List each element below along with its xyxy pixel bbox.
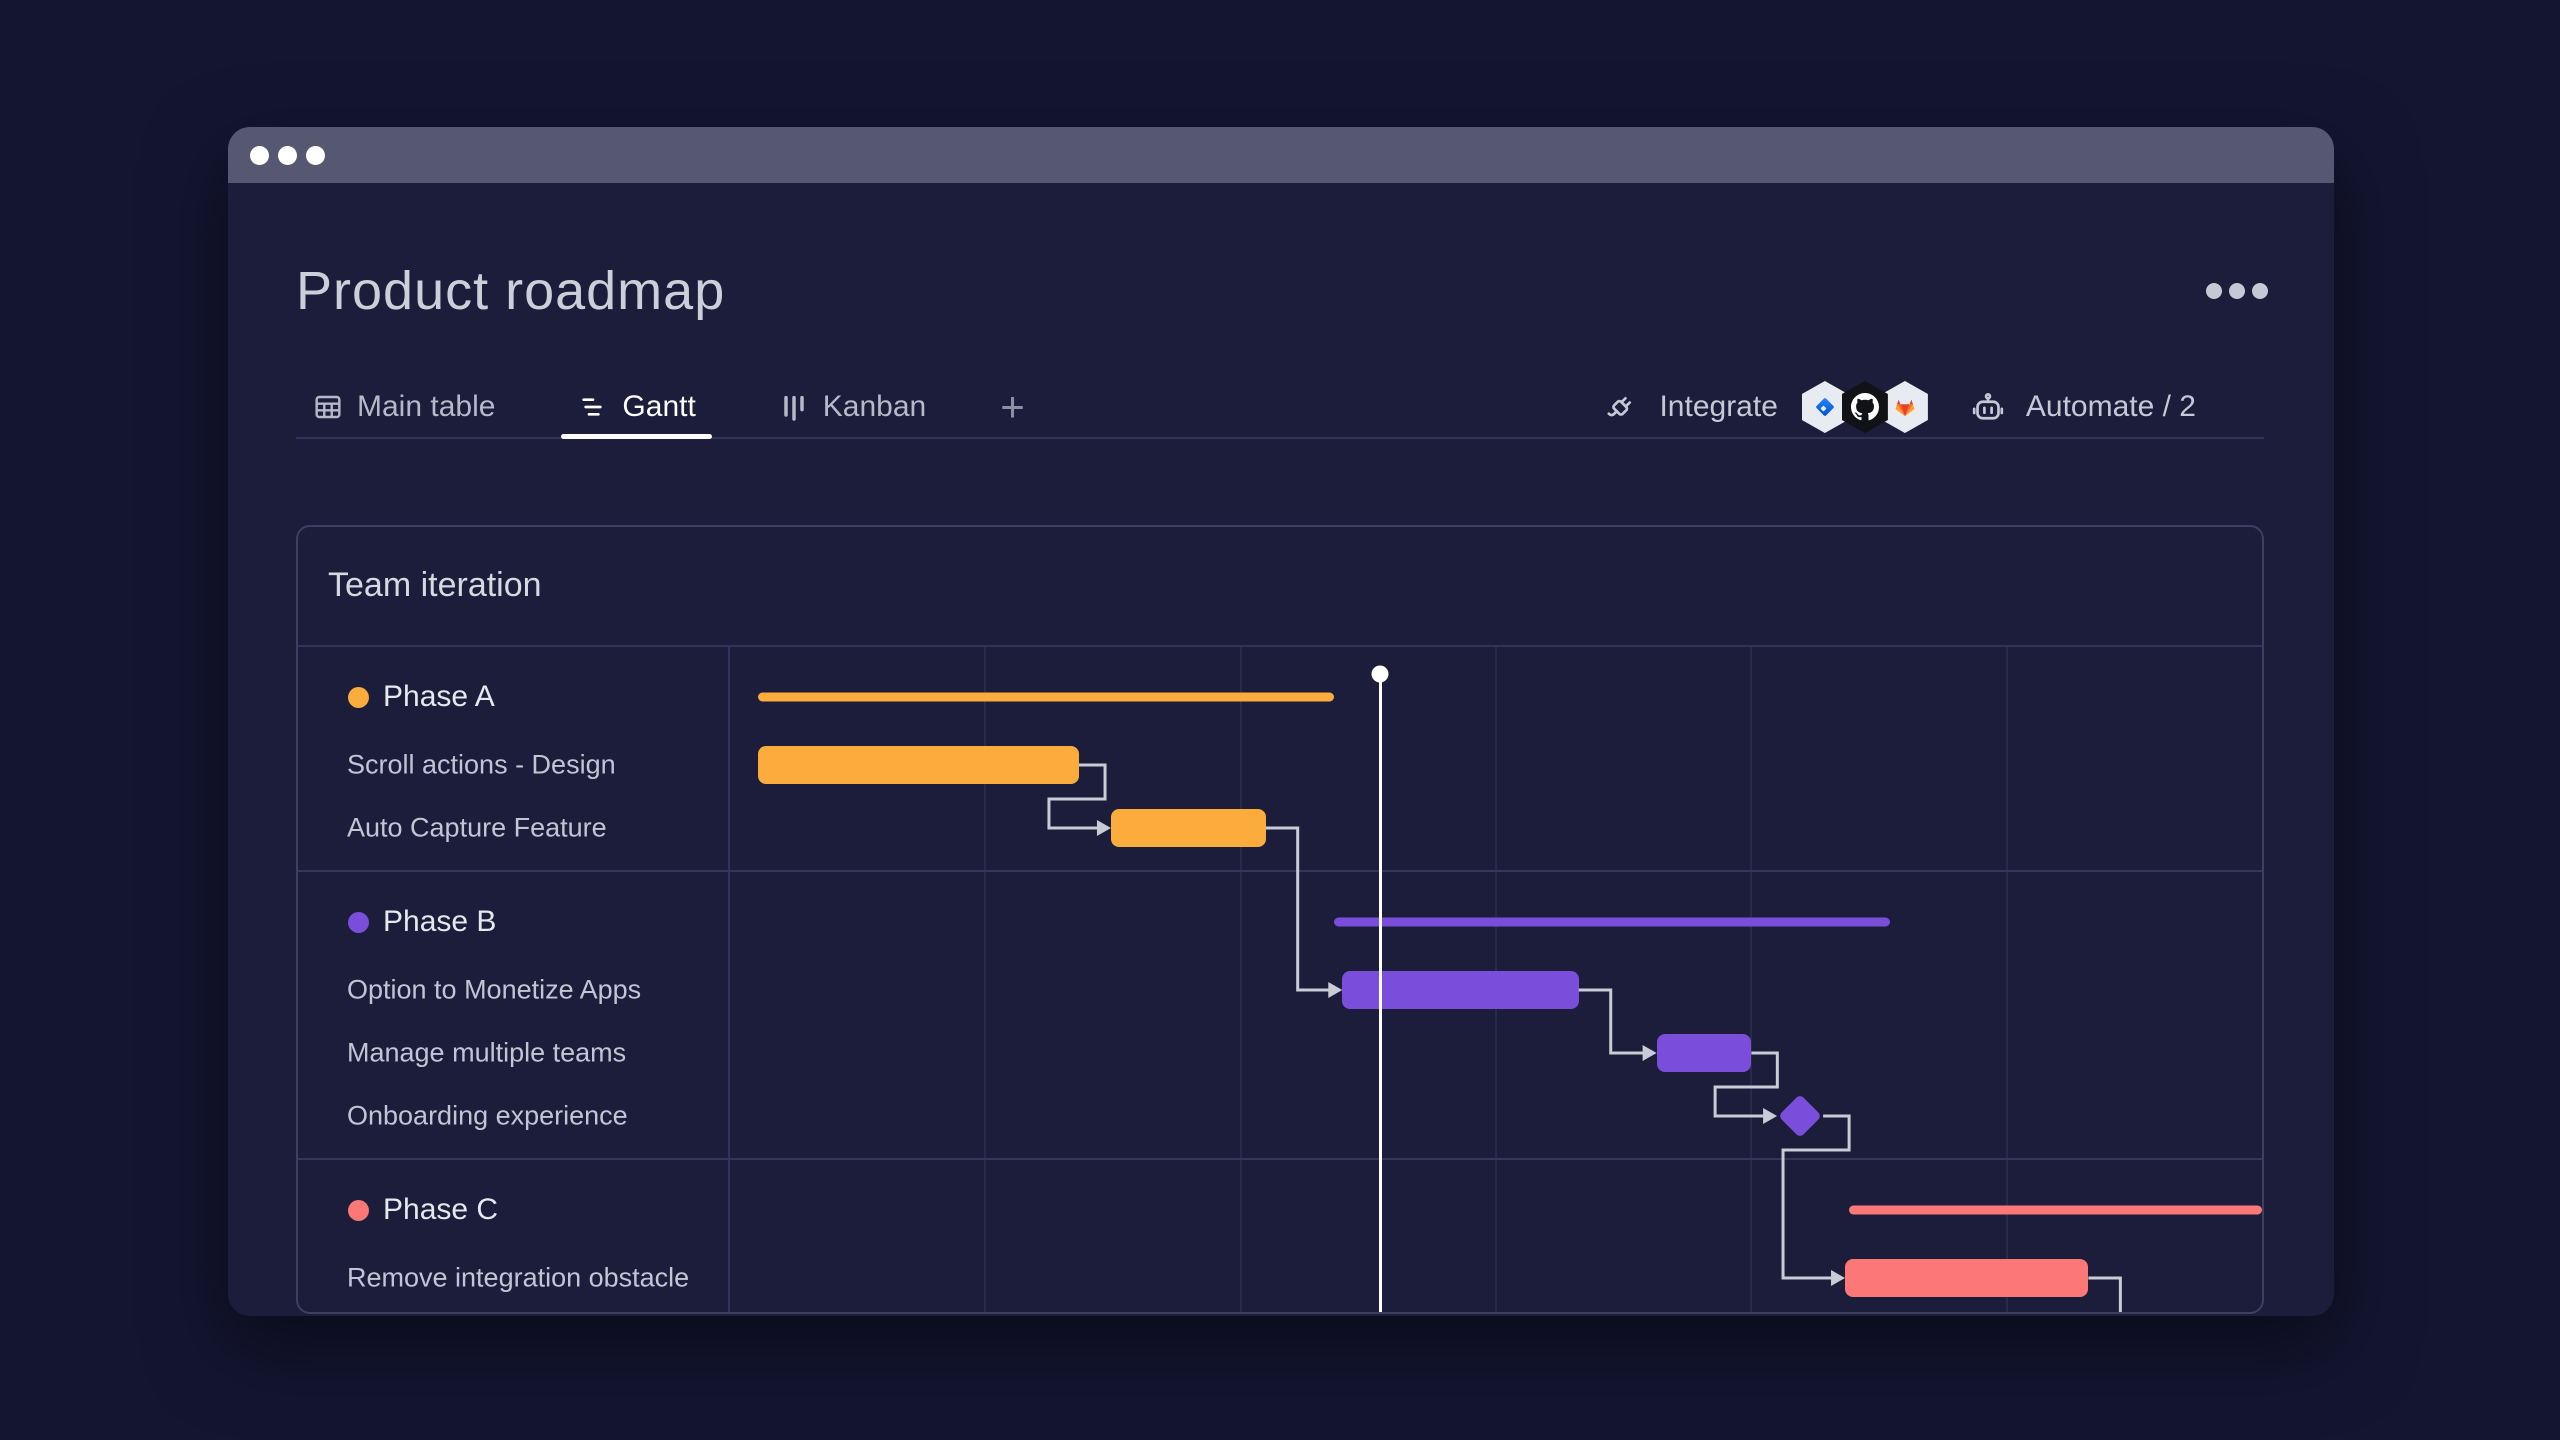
tab-label: Gantt (622, 390, 696, 423)
kanban-icon (784, 395, 804, 421)
gantt-bar[interactable] (757, 746, 1080, 784)
gantt-icon (582, 398, 603, 416)
tab-main-table[interactable]: Main table (296, 377, 511, 437)
add-view-button[interactable]: + (1000, 383, 1025, 430)
phase-name: Phase B (383, 905, 497, 938)
section-divider (298, 1158, 2262, 1160)
tab-gantt[interactable]: Gantt (561, 377, 713, 439)
widget-header: Team iteration (298, 527, 2262, 647)
phase-color-dot (348, 686, 369, 708)
phase-summary-bar (1849, 1205, 2262, 1215)
timeline-gridline (1750, 647, 1753, 1312)
gantt-bar[interactable] (1342, 971, 1579, 1009)
tab-label: Kanban (822, 390, 927, 423)
phase-color-dot (348, 1199, 369, 1221)
automate-button[interactable]: Automate / 2 (1970, 389, 2196, 425)
view-tabs-bar: Main table Gantt Kanban + (296, 377, 2264, 439)
gantt-bar[interactable] (1845, 1259, 2089, 1297)
table-icon (315, 395, 341, 419)
board-menu-button[interactable] (2206, 283, 2268, 299)
jira-badge[interactable] (1801, 381, 1848, 433)
gitlab-badge[interactable] (1881, 381, 1928, 433)
gantt-grid: Phase A Scroll actions - Design Auto Captu… (298, 647, 2262, 1312)
ellipsis-icon (2206, 283, 2222, 299)
group-label-row[interactable]: Phase C (348, 1193, 498, 1227)
phase-name: Phase A (383, 680, 495, 713)
robot-icon (1972, 393, 2004, 420)
page-title: Product roadmap (296, 261, 726, 321)
task-label[interactable]: Remove integration obstacle (347, 1262, 690, 1293)
today-marker-line (1378, 674, 1382, 1312)
phase-summary-bar (1334, 917, 1890, 927)
task-label[interactable]: Auto Capture Feature (347, 812, 607, 843)
phase-color-dot (348, 911, 369, 933)
app-window: Product roadmap Main table Gantt Kanban … (228, 127, 2334, 1316)
integrate-button[interactable]: Integrate (1603, 389, 1778, 425)
gitlab-icon (1895, 399, 1915, 417)
label-column-divider (728, 647, 730, 1312)
github-badge[interactable] (1841, 381, 1888, 433)
phase-summary-bar (757, 692, 1335, 702)
window-control-dot[interactable] (306, 145, 325, 165)
jira-icon (1816, 398, 1834, 416)
ellipsis-icon (2252, 283, 2268, 299)
github-icon (1850, 393, 1879, 421)
timeline-gridline (2005, 647, 2008, 1312)
window-titlebar (228, 127, 2334, 183)
ellipsis-icon (2229, 283, 2245, 299)
window-control-dot[interactable] (250, 145, 269, 165)
integration-badges (1801, 381, 1928, 433)
tab-label: Main table (357, 390, 496, 423)
task-label[interactable]: Option to Monetize Apps (347, 974, 642, 1005)
timeline-gridline (984, 647, 987, 1312)
plug-icon (1607, 396, 1632, 417)
phase-name: Phase C (383, 1193, 499, 1226)
team-iteration-widget: Team iteration Phase A Scroll actions - D… (296, 525, 2264, 1314)
gantt-milestone[interactable] (1778, 1094, 1823, 1138)
window-control-dot[interactable] (278, 145, 297, 165)
automate-label: Automate / 2 (2025, 390, 2196, 423)
group-label-row[interactable]: Phase A (348, 680, 495, 714)
board-actions: Integrate (1603, 381, 2196, 433)
gantt-bar[interactable] (1110, 809, 1266, 847)
widget-title: Team iteration (328, 566, 542, 604)
task-label[interactable]: Manage multiple teams (347, 1037, 627, 1068)
task-label[interactable]: Onboarding experience (347, 1100, 628, 1131)
today-marker-dot (1371, 665, 1389, 683)
gantt-bar[interactable] (1656, 1034, 1752, 1072)
integrate-label: Integrate (1659, 390, 1778, 423)
task-label[interactable]: Scroll actions - Design (347, 749, 616, 780)
section-divider (298, 870, 2262, 872)
tab-kanban[interactable]: Kanban (762, 377, 942, 437)
group-label-row[interactable]: Phase B (348, 905, 496, 939)
timeline-gridline (1239, 647, 1242, 1312)
